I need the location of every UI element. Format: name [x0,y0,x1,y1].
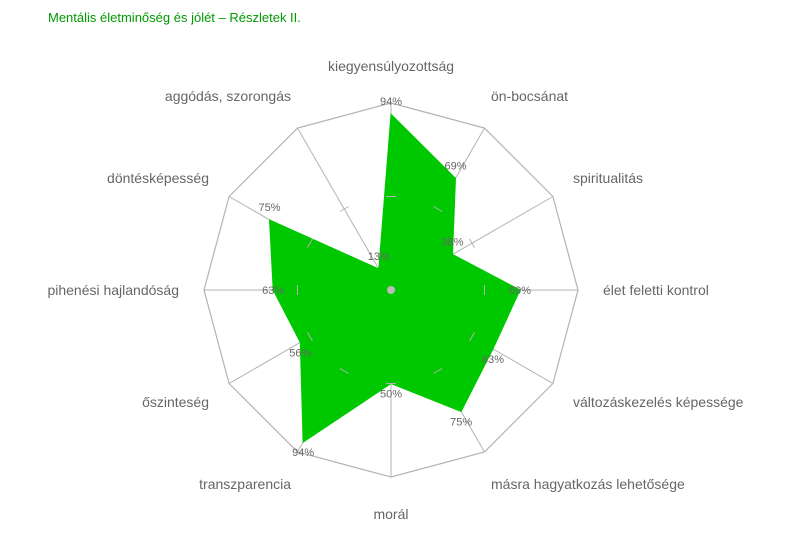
value-label: 50% [380,389,402,401]
value-label: 13% [368,251,390,263]
value-label: 56% [289,347,311,359]
radar-center-dot [387,286,395,294]
radar-tick [469,238,475,248]
radar-tick [433,206,443,212]
radar-ticks [297,196,485,384]
category-label: aggódás, szorongás [165,88,291,104]
value-label: 94% [380,96,402,108]
category-label: döntésképesség [107,170,209,186]
category-label: őszinteség [142,394,209,410]
value-label: 63% [262,285,284,297]
value-labels: 94% 69% 38% 69% 63% 75% 50% 94% 56% 63% 75% 13% [258,96,531,459]
value-label: 63% [482,354,504,366]
radar-tick [469,332,475,342]
value-label: 75% [450,417,472,429]
category-labels: kiegyensúlyozottság ön-bocsánat spirituali… [47,58,743,522]
value-label: 38% [441,237,463,249]
category-label: ön-bocsánat [491,88,568,104]
value-label: 69% [444,160,466,172]
category-label: másra hagyatkozás lehetősége [491,476,685,492]
value-label: 69% [509,285,531,297]
radar-tick [339,368,349,374]
category-label: transzparencia [199,476,291,492]
radar-tick [339,206,349,212]
radar-tick [307,238,313,248]
value-label: 75% [258,202,280,214]
category-label: spiritualitás [573,170,643,186]
category-label: változáskezelés képessége [573,394,744,410]
radar-tick [307,332,313,342]
category-label: pihenési hajlandóság [47,282,179,298]
chart-title: Mentális életminőség és jólét – Részlete… [48,10,301,25]
category-label: morál [373,506,408,522]
radar-tick [433,368,443,374]
value-label: 94% [292,447,314,459]
category-label: élet feletti kontrol [603,282,709,298]
category-label: kiegyensúlyozottság [328,58,454,74]
